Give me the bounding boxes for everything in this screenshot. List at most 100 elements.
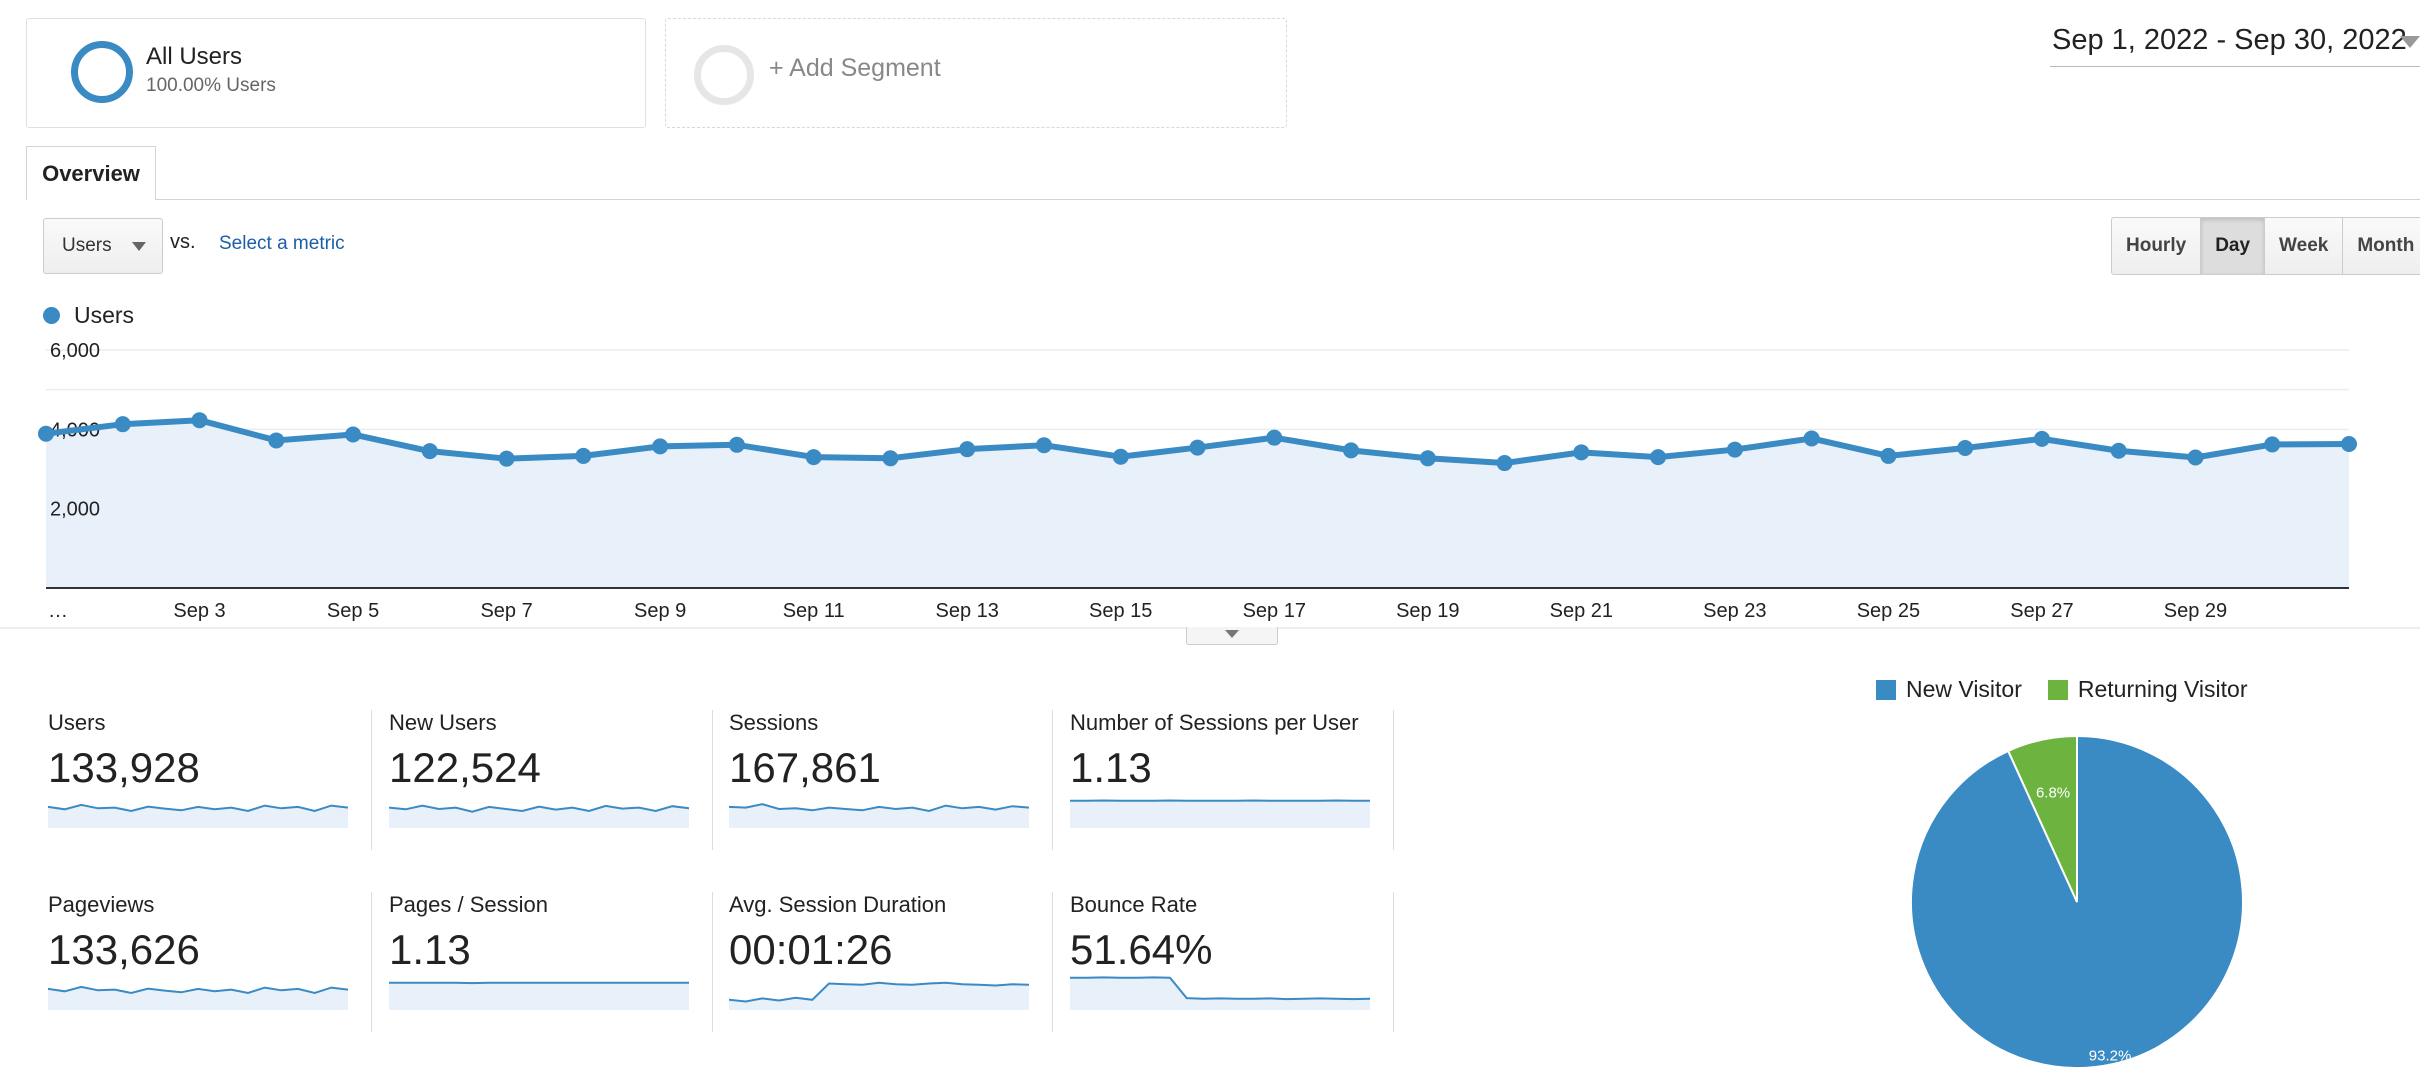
legend-new-visitor-swatch [1876, 679, 1896, 700]
metric-sparkline [1070, 976, 1370, 1010]
data-point[interactable] [38, 425, 54, 442]
metric-tile[interactable]: Sessions 167,861 [717, 710, 1057, 850]
data-point[interactable] [1343, 442, 1360, 459]
sparkline-area [1070, 800, 1370, 828]
select-metric-link[interactable]: Select a metric [219, 233, 345, 254]
sparkline-area [48, 986, 348, 1010]
segment-card-all-users[interactable]: All Users 100.00% Users [26, 18, 646, 128]
metric-tile[interactable]: Pageviews 133,626 [36, 892, 376, 1032]
segment-subtitle: 100.00% Users [146, 75, 276, 96]
data-point[interactable] [1112, 448, 1129, 465]
granularity-day[interactable]: Day [2201, 218, 2266, 274]
x-tick-label: Sep 23 [1703, 600, 1766, 622]
data-point[interactable] [882, 450, 899, 467]
pie-legend: New Visitor Returning Visitor [1876, 676, 2248, 703]
metric-separator [371, 892, 372, 1032]
legend-new-visitor: New Visitor [1906, 676, 2022, 702]
collapse-arrow-icon [1225, 630, 1239, 638]
date-range-picker[interactable]: Sep 1, 2022 - Sep 30, 2022 [2050, 20, 2420, 67]
metric-tile[interactable]: Users 133,928 [36, 710, 376, 850]
metric-tile[interactable]: Avg. Session Duration 00:01:26 [717, 892, 1057, 1032]
metric-label: Pageviews [48, 892, 155, 917]
metric-sparkline [729, 803, 1029, 828]
legend-returning-visitor-swatch [2047, 679, 2068, 700]
data-point[interactable] [1880, 447, 1897, 464]
tab-divider [26, 199, 2420, 200]
legend-label-users: Users [74, 302, 135, 328]
data-point[interactable] [1419, 450, 1436, 467]
granularity-hourly[interactable]: Hourly [2112, 218, 2202, 274]
data-point[interactable] [2187, 449, 2204, 466]
x-tick-label: Sep 27 [2010, 600, 2073, 622]
metric-sparkline [729, 981, 1029, 1010]
data-point[interactable] [1726, 441, 1743, 458]
add-segment-card[interactable]: + Add Segment [665, 18, 1287, 128]
data-point[interactable] [2033, 430, 2050, 447]
chart-legend: Users [43, 302, 134, 329]
metric-label: Users [48, 710, 106, 735]
metric-select-label: Users [62, 235, 112, 256]
metric-value: 133,626 [48, 926, 200, 973]
pie-slice[interactable] [2006, 734, 2078, 903]
metric-sparkline [48, 985, 348, 1010]
data-point[interactable] [1266, 429, 1283, 446]
x-tick-label: Sep 15 [1089, 600, 1152, 622]
metric-value: 122,524 [389, 744, 541, 791]
segment-title: All Users [146, 43, 243, 70]
sparkline-area [48, 804, 348, 828]
metric-tile[interactable]: New Users 122,524 [377, 710, 717, 850]
metric-value: 51.64% [1070, 926, 1213, 973]
tab-overview[interactable]: Overview [26, 146, 156, 200]
pie-slice-label: 93.2% [2089, 1047, 2132, 1064]
data-point[interactable] [805, 449, 822, 466]
y-tick-label: 6,000 [50, 340, 100, 362]
metric-value: 133,928 [48, 744, 200, 791]
metric-separator [712, 710, 713, 850]
sparkline-line [729, 803, 1029, 813]
data-point[interactable] [1035, 437, 1052, 454]
data-point[interactable] [728, 436, 745, 453]
metric-label: Bounce Rate [1070, 892, 1198, 917]
x-tick-label: Sep 13 [936, 600, 999, 622]
data-point[interactable] [1650, 449, 1667, 466]
data-point[interactable] [1803, 430, 1820, 447]
data-point[interactable] [652, 438, 669, 455]
granularity-month[interactable]: Month [2357, 235, 2415, 256]
x-tick-label: Sep 25 [1857, 600, 1920, 622]
data-point[interactable] [421, 443, 438, 460]
metric-separator [1052, 892, 1053, 1032]
chevron-down-icon [2400, 36, 2420, 48]
metric-tile[interactable]: Bounce Rate 51.64% [1058, 892, 1398, 1032]
metric-select-dropdown[interactable]: Users [43, 218, 163, 274]
data-point[interactable] [191, 412, 208, 429]
metric-separator [1052, 710, 1053, 850]
metric-label: Avg. Session Duration [729, 892, 947, 917]
metric-label: Number of Sessions per User [1070, 710, 1359, 735]
metric-sparkline [48, 803, 348, 828]
metric-sparkline [1070, 799, 1370, 828]
data-point[interactable] [1957, 439, 1974, 456]
data-point[interactable] [498, 450, 515, 467]
data-point[interactable] [2264, 436, 2281, 453]
sparkline-line [389, 804, 689, 813]
data-point[interactable] [1189, 439, 1206, 456]
sparkline-line [48, 803, 348, 813]
legend-returning-visitor: Returning Visitor [2077, 676, 2248, 702]
data-point[interactable] [114, 416, 131, 433]
data-point[interactable] [2110, 442, 2127, 459]
data-point[interactable] [1496, 455, 1513, 472]
x-tick-label: Sep 7 [480, 600, 532, 622]
metric-tile[interactable]: Number of Sessions per User 1.13 [1058, 710, 1398, 850]
chart-collapse-handle[interactable] [1186, 627, 1278, 645]
x-tick-label: Sep 17 [1243, 600, 1306, 622]
sparkline-line [1070, 976, 1370, 1001]
data-point[interactable] [345, 426, 362, 443]
data-point[interactable] [1573, 444, 1590, 461]
segment-ring-icon [71, 41, 133, 103]
data-point[interactable] [959, 441, 976, 458]
data-point[interactable] [2341, 436, 2357, 453]
granularity-week[interactable]: Week [2265, 218, 2344, 274]
data-point[interactable] [575, 447, 592, 464]
data-point[interactable] [268, 432, 285, 449]
metric-tile[interactable]: Pages / Session 1.13 [377, 892, 717, 1032]
